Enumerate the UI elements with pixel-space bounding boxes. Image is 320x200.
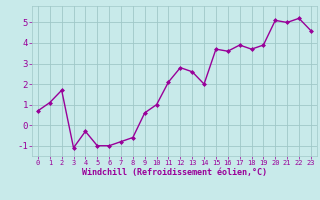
X-axis label: Windchill (Refroidissement éolien,°C): Windchill (Refroidissement éolien,°C) — [82, 168, 267, 177]
